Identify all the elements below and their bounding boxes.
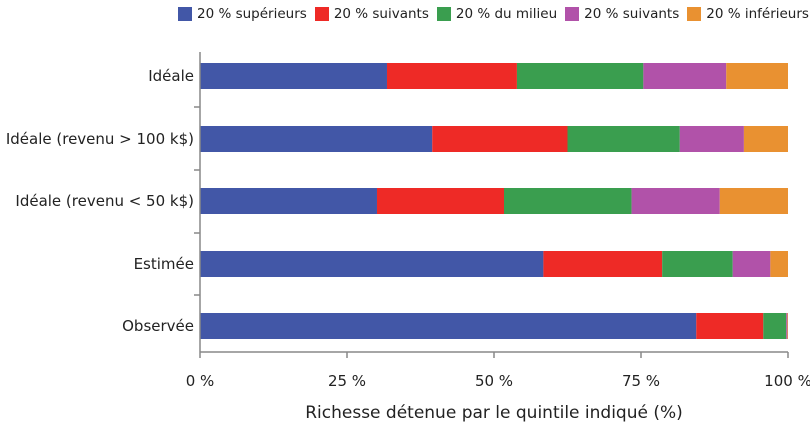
legend-label: 20 % suivants — [584, 6, 680, 22]
bar-segment — [763, 313, 787, 339]
category-label: Idéale — [148, 67, 194, 85]
bar-segment — [516, 63, 644, 89]
bar-segment — [643, 63, 727, 89]
x-tick-label: 100 % — [764, 372, 810, 390]
bar-segment — [543, 251, 663, 277]
bar-segment — [631, 188, 720, 214]
legend-item: 20 % suivants — [314, 6, 429, 22]
bar-segment — [732, 251, 771, 277]
legend-item: 20 % suivants — [565, 6, 679, 22]
legend-item: 20 % du milieu — [436, 6, 558, 22]
bar-segment — [719, 188, 788, 214]
legend-swatch — [178, 7, 192, 21]
legend-label: 20 % supérieurs — [197, 6, 307, 22]
legend-swatch — [687, 7, 702, 21]
bar-segment — [743, 126, 788, 152]
legend-item: 20 % inférieurs — [687, 6, 809, 22]
bar-segment — [662, 251, 733, 277]
legend-label: 20 % inférieurs — [706, 6, 809, 22]
x-tick-label: 25 % — [328, 372, 366, 390]
bar-segment — [770, 251, 788, 277]
legend-item: 20 % supérieurs — [178, 6, 307, 22]
bar-segment — [696, 313, 764, 339]
bar-segment — [503, 188, 632, 214]
category-label: Estimée — [134, 255, 194, 273]
x-tick-label: 50 % — [475, 372, 513, 390]
x-axis-label: Richesse détenue par le quintile indiqué… — [305, 403, 683, 423]
legend: 20 % supérieurs 20 % suivants 20 % du mili… — [178, 6, 809, 22]
legend-label: 20 % suivants — [333, 6, 429, 22]
bar-segment — [200, 251, 544, 277]
category-label: Idéale (revenu < 50 k$) — [15, 192, 194, 210]
bar-segment — [386, 63, 517, 89]
bar-segment — [200, 313, 697, 339]
bar-segment — [376, 188, 504, 214]
bar-segment — [786, 313, 788, 339]
bar-segment — [200, 188, 377, 214]
legend-label: 20 % du milieu — [455, 6, 558, 22]
category-label: Observée — [122, 317, 194, 335]
bar-segment — [726, 63, 788, 89]
bar-segment — [200, 63, 387, 89]
x-tick-label: 0 % — [186, 372, 215, 390]
bar-segment — [679, 126, 744, 152]
bar-segment — [432, 126, 568, 152]
legend-swatch — [314, 7, 329, 21]
legend-swatch — [436, 7, 451, 21]
bar-segment — [567, 126, 680, 152]
x-tick-label: 75 % — [622, 372, 660, 390]
bar-segment — [200, 126, 433, 152]
bar-segment — [787, 313, 788, 339]
category-label: Idéale (revenu > 100 k$) — [6, 130, 194, 148]
legend-swatch — [565, 7, 580, 21]
